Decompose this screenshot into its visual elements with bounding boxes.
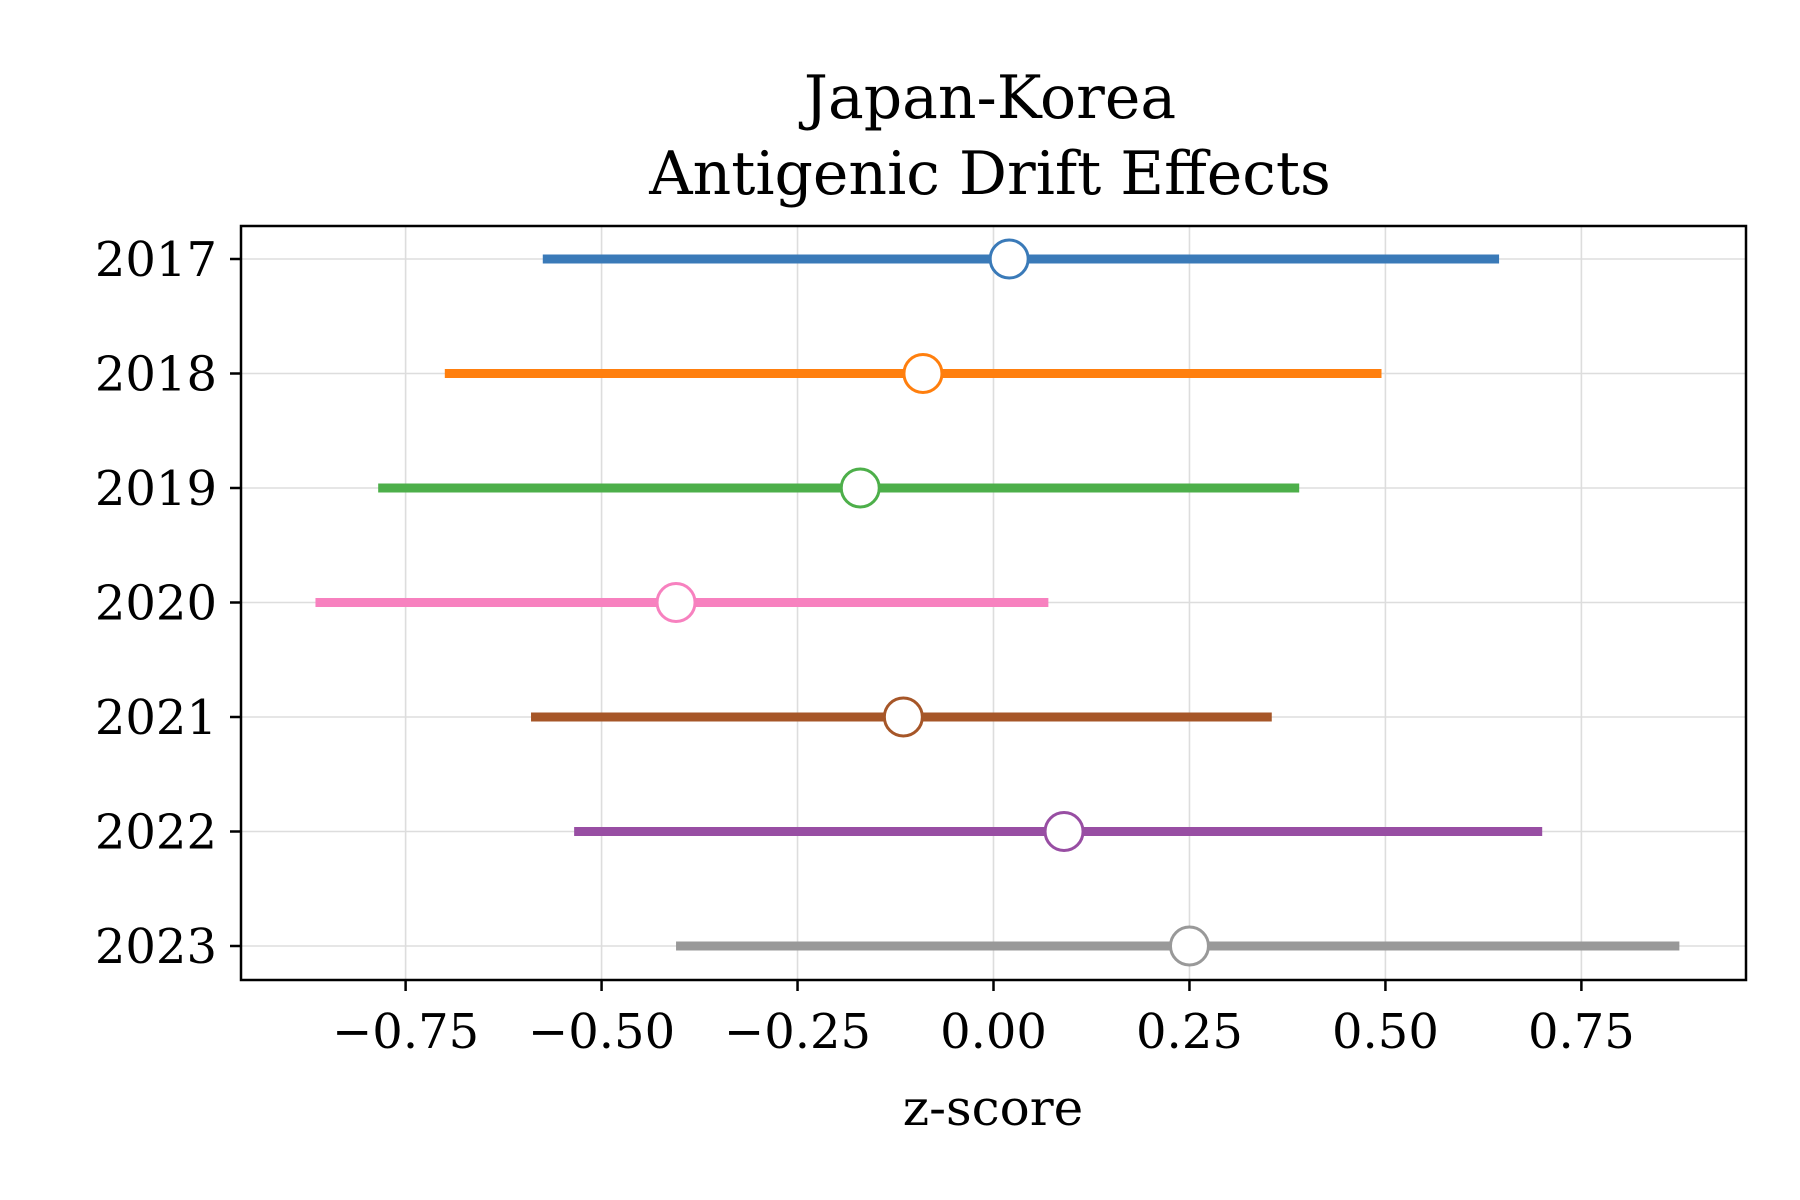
x-axis-label: z-score: [903, 1079, 1084, 1137]
y-tick-label: 2023: [95, 919, 217, 975]
y-tick-label: 2021: [95, 690, 217, 746]
x-tick-label: −0.25: [724, 1004, 871, 1060]
y-tick-label: 2017: [95, 232, 217, 288]
estimate-point-2022: [1043, 811, 1085, 852]
x-tick-label: 0.75: [1528, 1004, 1635, 1060]
x-tick-label: −0.75: [332, 1004, 479, 1060]
y-tick-label: 2018: [95, 347, 217, 403]
y-axis-ticks: 2017 2018 2019 2020 2021 2022 2023: [95, 232, 241, 975]
x-tick-label: −0.50: [528, 1004, 675, 1060]
estimate-point-2017: [988, 238, 1030, 280]
x-axis-ticks: −0.75 −0.50 −0.25 0.00 0.25 0.50 0.75: [332, 980, 1635, 1060]
y-tick-label: 2020: [95, 576, 217, 632]
x-tick-label: 0.50: [1332, 1004, 1439, 1060]
estimate-point-2023: [1168, 925, 1210, 967]
y-tick-label: 2022: [95, 805, 217, 861]
point-estimates: [655, 238, 1210, 967]
estimate-point-2018: [902, 353, 944, 394]
x-tick-label: 0.00: [940, 1004, 1047, 1060]
estimate-point-2021: [882, 696, 924, 738]
chart-title-line-2: Antigenic Drift Effects: [648, 139, 1331, 209]
estimate-point-2020: [655, 582, 697, 623]
chart-title-line-1: Japan-Korea: [798, 63, 1176, 133]
x-tick-label: 0.25: [1136, 1004, 1243, 1060]
estimate-point-2019: [839, 467, 881, 509]
y-tick-label: 2019: [95, 461, 217, 517]
